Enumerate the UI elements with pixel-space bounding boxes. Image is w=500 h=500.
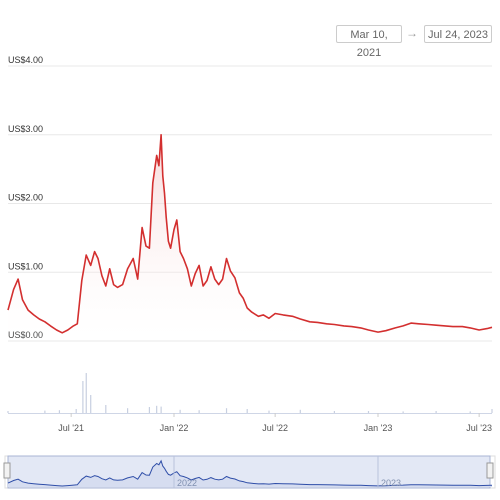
- volume-bar: [127, 408, 129, 413]
- navigator-year-label: 2023: [381, 478, 401, 488]
- navigator-line: [7, 459, 493, 487]
- range-end-date-input[interactable]: Jul 24, 2023: [424, 25, 492, 43]
- volume-bar: [367, 411, 370, 413]
- price-area-fill: [8, 134, 492, 341]
- volume-bar: [225, 408, 228, 413]
- volume-bar: [198, 410, 200, 413]
- y-tick-label: US$2.00: [8, 193, 43, 203]
- y-tick-label: US$3.00: [8, 124, 43, 134]
- volume-series: [7, 373, 493, 414]
- x-tick-label: Jul '23: [466, 423, 492, 433]
- volume-bar: [299, 409, 301, 413]
- x-tick-label: Jul '21: [58, 423, 84, 433]
- x-axis: Jul '21 Jan '22 Jul '22 Jan '23 Jul '23: [58, 413, 492, 433]
- volume-bar: [268, 410, 270, 413]
- volume-bar: [90, 395, 92, 413]
- range-start-date-input[interactable]: Mar 10, 2021: [336, 25, 402, 59]
- navigator-year-label: 2022: [177, 478, 197, 488]
- volume-bar: [148, 407, 150, 413]
- volume-bar: [160, 406, 162, 413]
- x-tick-label: Jul '22: [262, 423, 288, 433]
- navigator[interactable]: 2022 2023: [3, 455, 496, 489]
- volume-bar: [58, 410, 61, 413]
- volume-bar: [469, 411, 471, 413]
- volume-bar: [435, 411, 437, 413]
- navigator-handle-right[interactable]: [486, 462, 494, 479]
- volume-bar: [82, 381, 84, 413]
- price-area: [8, 134, 492, 341]
- volume-bar: [85, 373, 87, 413]
- volume-bar: [491, 409, 493, 413]
- navigator-handle-left[interactable]: [3, 462, 11, 479]
- volume-bar: [105, 405, 107, 413]
- volume-bar: [7, 411, 9, 413]
- volume-bar: [333, 411, 335, 413]
- y-tick-label: US$4.00: [8, 55, 43, 65]
- x-tick-label: Jan '22: [160, 423, 189, 433]
- volume-bar: [156, 405, 158, 413]
- volume-bar: [246, 409, 248, 413]
- volume-bar: [75, 409, 77, 413]
- volume-bar: [179, 409, 181, 413]
- navigator-area: [8, 460, 492, 487]
- y-tick-label: US$1.00: [8, 261, 43, 271]
- range-arrow-icon: →: [406, 26, 418, 40]
- x-tick-label: Jan '23: [364, 423, 393, 433]
- volume-bar: [402, 411, 404, 413]
- price-line[interactable]: [7, 134, 493, 334]
- price-series[interactable]: [7, 134, 493, 334]
- volume-bar: [44, 410, 46, 413]
